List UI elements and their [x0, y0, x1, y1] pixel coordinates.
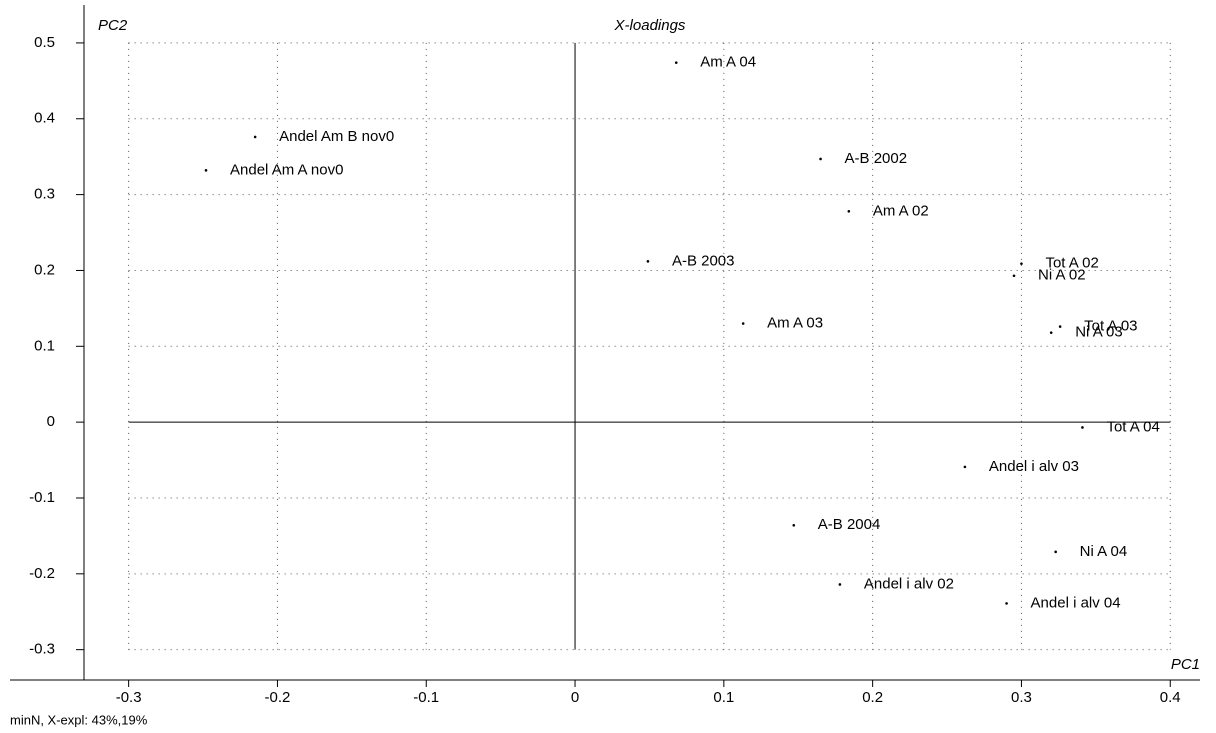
point — [819, 157, 822, 161]
point — [1058, 325, 1062, 328]
point-label: Andel i alv 04 — [1031, 594, 1121, 611]
point — [1020, 262, 1023, 265]
x-axis-label: PC1 — [1171, 656, 1200, 673]
y-tick-label: 0 — [47, 413, 55, 430]
point-label: Andel i alv 02 — [864, 575, 954, 592]
point-label: Ni A 02 — [1038, 267, 1086, 284]
point-label: Andel i alv 03 — [989, 458, 1079, 475]
point — [253, 135, 257, 139]
x-tick-label: 0.3 — [1011, 689, 1032, 706]
point — [792, 523, 796, 527]
point-label: Andel Am B nov0 — [279, 128, 394, 145]
y-tick-label: -0.2 — [29, 565, 55, 582]
point — [646, 260, 650, 263]
point-label: A-B 2003 — [672, 252, 735, 269]
point-label: A-B 2002 — [845, 150, 908, 167]
point-label: Ni A 03 — [1075, 324, 1123, 341]
footer: minN, X-expl: 43%,19% — [10, 712, 148, 727]
point — [1054, 550, 1057, 554]
point-label: Am A 03 — [767, 315, 823, 332]
point-label: Am A 04 — [700, 54, 756, 71]
point — [838, 583, 842, 586]
y-tick-label: -0.3 — [29, 641, 55, 658]
y-tick-label: 0.4 — [34, 110, 55, 127]
point — [1081, 426, 1084, 429]
point — [1012, 274, 1016, 278]
point — [741, 322, 745, 325]
point — [1005, 602, 1008, 605]
y-tick-label: -0.1 — [29, 489, 55, 506]
chart-title: X-loadings — [614, 17, 686, 34]
point — [1049, 331, 1053, 334]
x-tick-label: 0.1 — [713, 689, 734, 706]
x-tick-label: -0.1 — [413, 689, 439, 706]
point-label: Andel Am A nov0 — [230, 161, 343, 178]
point — [204, 169, 208, 172]
point — [847, 209, 851, 213]
y-tick-label: 0.1 — [34, 337, 55, 354]
point — [674, 61, 678, 64]
x-tick-label: 0 — [571, 689, 579, 706]
x-tick-label: -0.2 — [265, 689, 291, 706]
point-label: Ni A 04 — [1080, 543, 1128, 560]
y-tick-label: 0.3 — [34, 186, 55, 203]
y-axis-label: PC2 — [98, 17, 128, 34]
x-tick-label: 0.2 — [862, 689, 883, 706]
point — [963, 465, 967, 469]
point-label: Tot A 02 — [1045, 255, 1098, 272]
point-label: Tot A 04 — [1106, 418, 1159, 435]
point-label: Tot A 03 — [1084, 318, 1137, 335]
y-tick-label: 0.5 — [34, 34, 55, 51]
x-tick-label: 0.4 — [1160, 689, 1181, 706]
x-tick-label: -0.3 — [116, 689, 142, 706]
point-label: Am A 02 — [873, 202, 929, 219]
point-label: A-B 2004 — [818, 516, 881, 533]
y-tick-label: 0.2 — [34, 261, 55, 278]
